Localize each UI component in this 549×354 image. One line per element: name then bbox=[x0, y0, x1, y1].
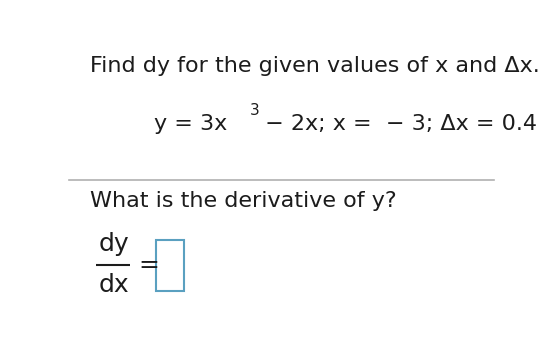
Text: − 2x; x =  − 3; Δx = 0.4: − 2x; x = − 3; Δx = 0.4 bbox=[258, 114, 537, 134]
Text: 3: 3 bbox=[249, 103, 259, 118]
Text: dy: dy bbox=[98, 232, 129, 256]
FancyBboxPatch shape bbox=[156, 240, 183, 291]
Text: Find dy for the given values of x and Δx.: Find dy for the given values of x and Δx… bbox=[90, 56, 540, 76]
Text: y = 3x: y = 3x bbox=[154, 114, 227, 134]
Text: What is the derivative of y?: What is the derivative of y? bbox=[90, 191, 396, 211]
Text: =: = bbox=[139, 253, 160, 276]
Text: dx: dx bbox=[98, 273, 129, 297]
